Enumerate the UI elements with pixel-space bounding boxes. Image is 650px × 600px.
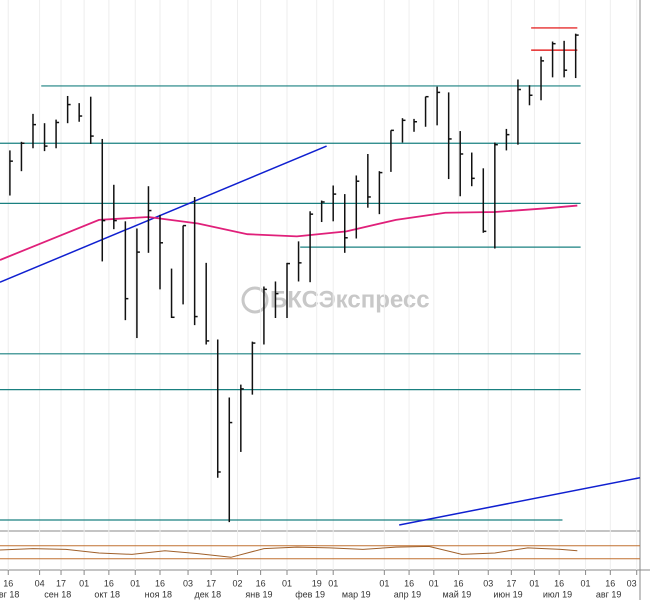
x-tick-label: 01: [79, 578, 89, 588]
x-month-label: дек 18: [194, 589, 221, 599]
oscillator-line: [0, 545, 578, 558]
x-tick-label: 16: [104, 578, 114, 588]
x-tick-label: 01: [328, 578, 338, 588]
x-tick-label: 01: [581, 578, 591, 588]
x-tick-label: 16: [605, 578, 615, 588]
x-tick-label: 17: [506, 578, 516, 588]
x-tick-label: 01: [282, 578, 292, 588]
x-tick-label: 02: [233, 578, 243, 588]
x-month-label: янв 19: [245, 589, 272, 599]
x-tick-label: 16: [256, 578, 266, 588]
x-tick-label: 03: [483, 578, 493, 588]
x-month-label: фев 19: [295, 589, 325, 599]
watermark: БКСЭкспресс: [241, 286, 430, 314]
x-month-label: июл 19: [543, 589, 572, 599]
x-tick-label: 16: [554, 578, 564, 588]
x-month-label: май 19: [443, 589, 472, 599]
x-tick-label: 19: [312, 578, 322, 588]
watermark-text: БКСЭкспресс: [270, 286, 430, 313]
x-month-label: окт 18: [94, 589, 120, 599]
x-month-label: авг 19: [596, 589, 622, 599]
x-tick-label: 16: [454, 578, 464, 588]
x-tick-label: 16: [3, 578, 13, 588]
x-month-label: ноя 18: [145, 589, 172, 599]
watermark-logo: [241, 286, 269, 314]
x-tick-label: 16: [404, 578, 414, 588]
x-month-label: мар 19: [342, 589, 371, 599]
x-tick-label: 16: [155, 578, 165, 588]
x-tick-label: 17: [56, 578, 66, 588]
x-month-label: сен 18: [44, 589, 71, 599]
trend-line: [0, 145, 327, 283]
x-tick-label: 17: [206, 578, 216, 588]
x-tick-label: 01: [529, 578, 539, 588]
x-month-label: апр 19: [394, 589, 421, 599]
x-tick-label: 01: [429, 578, 439, 588]
trend-line: [399, 476, 641, 526]
x-tick-label: 01: [130, 578, 140, 588]
x-tick-label: 01: [379, 578, 389, 588]
x-tick-label: 03: [183, 578, 193, 588]
x-tick-label: 03: [627, 578, 637, 588]
x-month-label: авг 18: [0, 589, 19, 599]
x-tick-label: 04: [35, 578, 45, 588]
x-month-label: июн 19: [493, 589, 522, 599]
